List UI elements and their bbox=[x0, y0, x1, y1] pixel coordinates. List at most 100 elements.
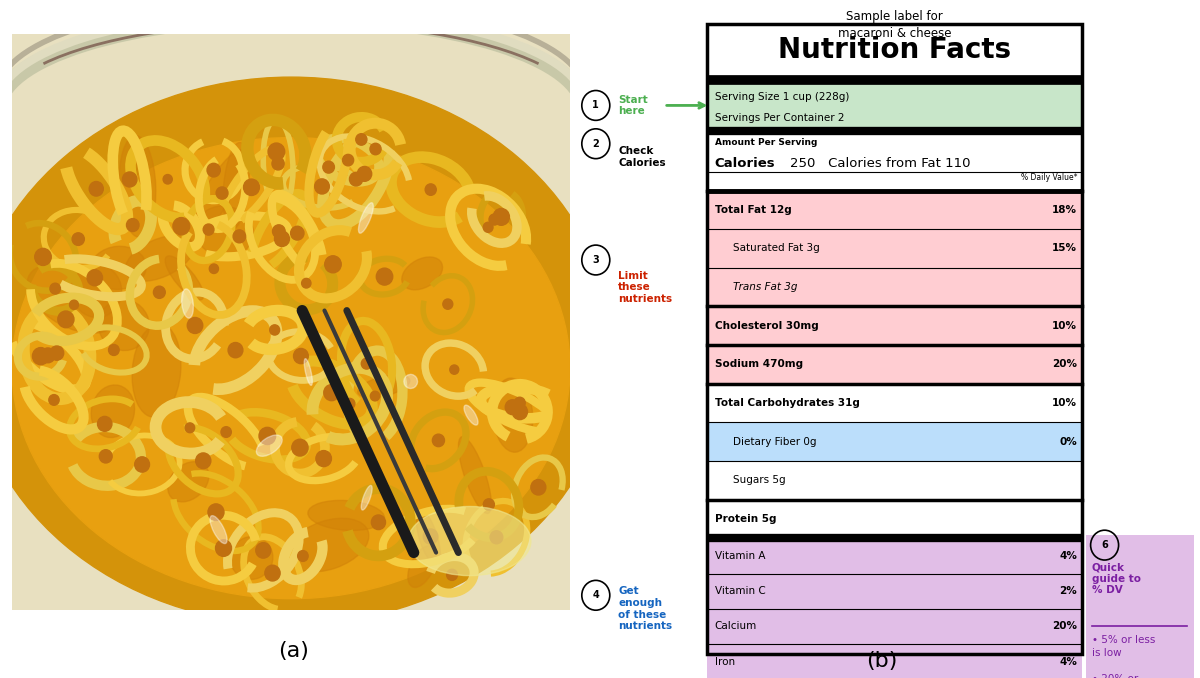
Circle shape bbox=[265, 565, 280, 581]
Text: (b): (b) bbox=[866, 651, 898, 671]
Circle shape bbox=[154, 286, 166, 298]
Ellipse shape bbox=[408, 506, 530, 576]
Circle shape bbox=[490, 214, 499, 225]
Circle shape bbox=[58, 311, 74, 327]
Circle shape bbox=[208, 163, 221, 177]
Ellipse shape bbox=[125, 235, 194, 281]
Circle shape bbox=[50, 283, 60, 294]
Circle shape bbox=[49, 395, 59, 405]
Text: Cholesterol 30mg: Cholesterol 30mg bbox=[715, 321, 818, 331]
Circle shape bbox=[512, 404, 528, 420]
Ellipse shape bbox=[186, 150, 246, 243]
Circle shape bbox=[163, 174, 173, 184]
Circle shape bbox=[530, 479, 546, 495]
Circle shape bbox=[505, 400, 520, 415]
Text: 18%: 18% bbox=[1052, 205, 1078, 215]
Text: Limit
these
nutrients: Limit these nutrients bbox=[618, 271, 672, 304]
Ellipse shape bbox=[305, 359, 312, 385]
Bar bbox=[707, 422, 1082, 461]
Circle shape bbox=[324, 384, 340, 401]
Ellipse shape bbox=[166, 256, 204, 300]
Circle shape bbox=[446, 570, 457, 580]
Circle shape bbox=[370, 143, 382, 155]
Circle shape bbox=[268, 143, 284, 160]
Circle shape bbox=[325, 256, 341, 273]
Ellipse shape bbox=[91, 385, 134, 437]
Text: Total Fat 12g: Total Fat 12g bbox=[715, 205, 792, 215]
Circle shape bbox=[493, 209, 510, 225]
Circle shape bbox=[424, 529, 438, 544]
Circle shape bbox=[244, 179, 259, 195]
Text: 250   Calories from Fat 110: 250 Calories from Fat 110 bbox=[790, 157, 971, 170]
Circle shape bbox=[443, 299, 452, 309]
Circle shape bbox=[216, 187, 228, 199]
Circle shape bbox=[100, 450, 112, 463]
Circle shape bbox=[490, 531, 503, 544]
Ellipse shape bbox=[0, 77, 612, 624]
Text: Check
Calories: Check Calories bbox=[618, 146, 666, 168]
Text: 20%: 20% bbox=[1052, 359, 1078, 370]
Text: Get
enough
of these
nutrients: Get enough of these nutrients bbox=[618, 586, 672, 631]
Circle shape bbox=[259, 427, 276, 445]
Ellipse shape bbox=[416, 511, 440, 564]
Text: Vitamin A: Vitamin A bbox=[715, 551, 766, 561]
Circle shape bbox=[316, 451, 331, 466]
Circle shape bbox=[187, 317, 203, 334]
Ellipse shape bbox=[91, 246, 146, 290]
Text: Calcium: Calcium bbox=[715, 622, 757, 631]
Circle shape bbox=[35, 248, 52, 266]
Circle shape bbox=[450, 365, 458, 374]
Bar bbox=[1086, 535, 1194, 678]
Ellipse shape bbox=[196, 206, 253, 257]
Ellipse shape bbox=[257, 435, 282, 456]
Circle shape bbox=[432, 434, 444, 447]
Circle shape bbox=[196, 453, 211, 468]
Ellipse shape bbox=[210, 516, 227, 544]
Ellipse shape bbox=[464, 405, 478, 425]
Text: Trans Fat 3g: Trans Fat 3g bbox=[732, 282, 797, 292]
Circle shape bbox=[228, 342, 242, 358]
Circle shape bbox=[208, 504, 224, 521]
Circle shape bbox=[377, 268, 392, 285]
Ellipse shape bbox=[223, 142, 250, 229]
Ellipse shape bbox=[359, 203, 373, 233]
Text: (a): (a) bbox=[278, 641, 310, 661]
Bar bbox=[707, 80, 1082, 131]
Circle shape bbox=[425, 184, 437, 195]
Ellipse shape bbox=[181, 289, 193, 318]
Text: Vitamin C: Vitamin C bbox=[715, 586, 766, 596]
Circle shape bbox=[88, 270, 102, 285]
Circle shape bbox=[314, 179, 329, 194]
Text: 0%: 0% bbox=[1060, 437, 1078, 447]
Circle shape bbox=[122, 172, 137, 187]
Circle shape bbox=[256, 542, 271, 558]
Circle shape bbox=[349, 172, 362, 186]
Text: Servings Per Container 2: Servings Per Container 2 bbox=[715, 113, 845, 123]
Circle shape bbox=[290, 226, 304, 240]
Circle shape bbox=[97, 416, 112, 431]
Circle shape bbox=[89, 182, 103, 196]
Ellipse shape bbox=[402, 257, 443, 290]
Ellipse shape bbox=[98, 300, 149, 351]
Text: 10%: 10% bbox=[1052, 321, 1078, 331]
Circle shape bbox=[344, 399, 355, 409]
Ellipse shape bbox=[119, 136, 156, 237]
Text: 6: 6 bbox=[1102, 540, 1108, 550]
Circle shape bbox=[342, 155, 354, 166]
Text: 4%: 4% bbox=[1060, 657, 1078, 666]
Circle shape bbox=[185, 423, 194, 433]
Ellipse shape bbox=[493, 378, 533, 452]
Text: Sample label for
macaroni & cheese: Sample label for macaroni & cheese bbox=[838, 10, 952, 40]
Ellipse shape bbox=[28, 264, 119, 333]
Ellipse shape bbox=[458, 437, 491, 513]
Text: 20%: 20% bbox=[1052, 622, 1078, 631]
Circle shape bbox=[41, 348, 55, 363]
Circle shape bbox=[292, 439, 308, 456]
Circle shape bbox=[294, 348, 308, 363]
Text: 4%: 4% bbox=[1060, 551, 1078, 561]
Ellipse shape bbox=[308, 500, 384, 530]
Text: Sodium 470mg: Sodium 470mg bbox=[715, 359, 803, 370]
Bar bbox=[707, 191, 1082, 384]
Ellipse shape bbox=[361, 485, 372, 510]
Circle shape bbox=[371, 515, 385, 530]
